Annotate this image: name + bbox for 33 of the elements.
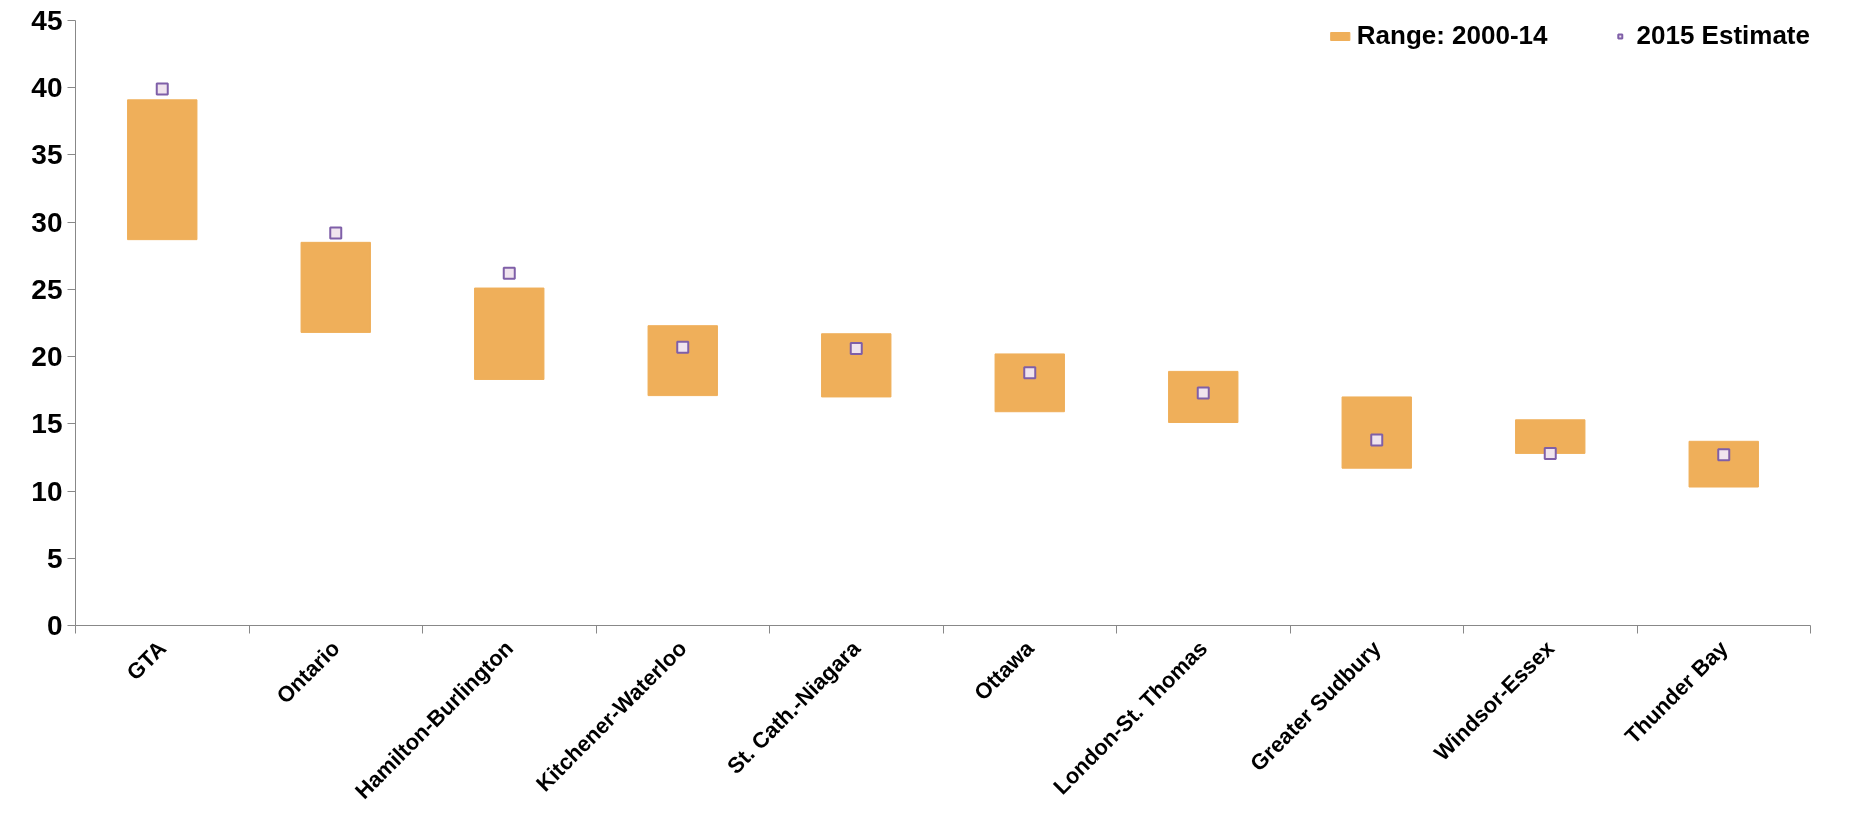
point bbox=[502, 266, 516, 280]
point bbox=[1370, 433, 1384, 447]
point bbox=[155, 82, 169, 96]
y-tick-label: 20 bbox=[31, 341, 63, 373]
bar bbox=[127, 99, 198, 241]
bar bbox=[474, 287, 545, 380]
bar bbox=[994, 353, 1065, 413]
y-tick-label: 40 bbox=[31, 72, 63, 104]
legend-label: 2015 Estimate bbox=[1636, 20, 1810, 51]
bar bbox=[1168, 370, 1239, 423]
x-tick-label: GTA bbox=[121, 635, 172, 686]
bar bbox=[1341, 396, 1412, 469]
y-tick-label: 5 bbox=[46, 542, 63, 574]
bar bbox=[300, 241, 371, 333]
legend-label: Range: 2000-14 bbox=[1356, 20, 1548, 51]
point bbox=[1196, 386, 1210, 400]
point bbox=[849, 342, 863, 356]
bar bbox=[647, 325, 718, 397]
y-tick-label: 25 bbox=[31, 273, 63, 305]
point bbox=[1543, 446, 1557, 460]
point bbox=[1023, 366, 1037, 380]
y-tick-label: 35 bbox=[31, 139, 63, 171]
bar bbox=[1515, 419, 1586, 454]
y-tick-label: 45 bbox=[31, 5, 63, 36]
point bbox=[676, 340, 690, 354]
point bbox=[1717, 448, 1731, 462]
y-tick-label: 30 bbox=[31, 206, 63, 238]
y-tick-label: 10 bbox=[31, 475, 63, 507]
y-tick-label: 0 bbox=[46, 610, 63, 641]
bar bbox=[1688, 440, 1759, 488]
y-tick-label: 15 bbox=[31, 408, 63, 440]
bar bbox=[821, 333, 892, 398]
point bbox=[329, 226, 343, 240]
